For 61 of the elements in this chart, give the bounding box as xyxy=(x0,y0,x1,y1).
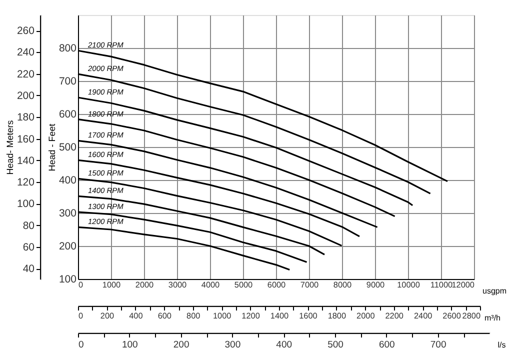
x2-tick-label: 600 xyxy=(158,312,172,320)
y-axis-title: Head - Feet xyxy=(46,123,57,172)
x2-axis-title: m³/h xyxy=(484,314,500,322)
x2-tick-label: 1400 xyxy=(270,312,290,320)
x-tick-label: 4000 xyxy=(201,280,220,290)
x2-tick-label: 1200 xyxy=(242,312,260,320)
x-tick-label: 8000 xyxy=(333,280,352,290)
x2-tick-label: 2600 xyxy=(442,312,462,320)
x2-tick-label: 1800 xyxy=(328,312,346,320)
y2-tick-label: 40 xyxy=(22,263,35,276)
y-tick-label: 300 xyxy=(58,208,77,220)
text: 0 xyxy=(78,340,84,350)
y2-tick-label: 60 xyxy=(22,242,35,254)
y2-tick-label: 240 xyxy=(16,46,35,59)
x-tick-label: 3000 xyxy=(168,280,188,290)
y2-tick-label: 180 xyxy=(16,112,35,124)
y-tick-label: 500 xyxy=(58,142,77,154)
x-tick-label: 9000 xyxy=(366,280,386,290)
x-tick-label: 2000 xyxy=(135,280,154,290)
x-tick-label: 10000 xyxy=(397,280,420,290)
x-axis-title: usgpm xyxy=(482,286,507,296)
text: 100 xyxy=(122,340,138,350)
y2-tick-label: 200 xyxy=(16,90,35,102)
text: 600 xyxy=(378,340,395,350)
y2-tick-label: 100 xyxy=(16,198,35,210)
y2-tick-label: 80 xyxy=(22,220,35,232)
text: 300 xyxy=(224,340,241,350)
x2-tick-label: 2800 xyxy=(462,312,481,320)
x-tick-label: 12000 xyxy=(452,280,475,290)
x2-tick-label: 0 xyxy=(78,312,84,320)
y2-axis-title: Head- Meters xyxy=(4,120,15,175)
y-tick-label: 800 xyxy=(58,42,77,54)
y-tick-label: 700 xyxy=(58,76,77,88)
x2-tick-label: 2200 xyxy=(385,312,404,320)
x2-tick-label: 2000 xyxy=(356,312,376,320)
y2-tick-label: 140 xyxy=(16,154,35,167)
y-tick-label: 600 xyxy=(58,108,77,120)
x2-tick-label: 400 xyxy=(129,312,144,320)
text: 400 xyxy=(276,340,292,350)
x-tick-label: 1000 xyxy=(102,280,122,290)
x-tick-label: 7000 xyxy=(300,280,320,290)
x-tick-label: 5000 xyxy=(234,280,254,290)
y2-tick-label: 120 xyxy=(16,176,35,189)
text: l/s xyxy=(498,340,506,350)
x2-tick-label: 1600 xyxy=(299,312,318,320)
text: 700 xyxy=(430,340,446,350)
x-tick-label: 0 xyxy=(78,280,84,290)
x2-tick-label: 800 xyxy=(186,312,201,320)
x2-tick-label: 200 xyxy=(100,312,114,320)
y2-tick-label: 220 xyxy=(16,68,35,80)
y-tick-label: 200 xyxy=(58,240,77,252)
text: 200 xyxy=(173,340,190,350)
x-tick-label: 6000 xyxy=(267,280,286,290)
x2-tick-label: 1000 xyxy=(212,312,232,320)
text: 500 xyxy=(328,340,344,350)
x2-tick-label: 2400 xyxy=(414,312,433,320)
y2-tick-label: 260 xyxy=(16,25,35,38)
y-tick-label: 400 xyxy=(58,174,77,186)
x-tick-label: 11000 xyxy=(430,280,454,290)
y-tick-label: 100 xyxy=(58,274,77,286)
y2-tick-label: 160 xyxy=(16,133,35,146)
